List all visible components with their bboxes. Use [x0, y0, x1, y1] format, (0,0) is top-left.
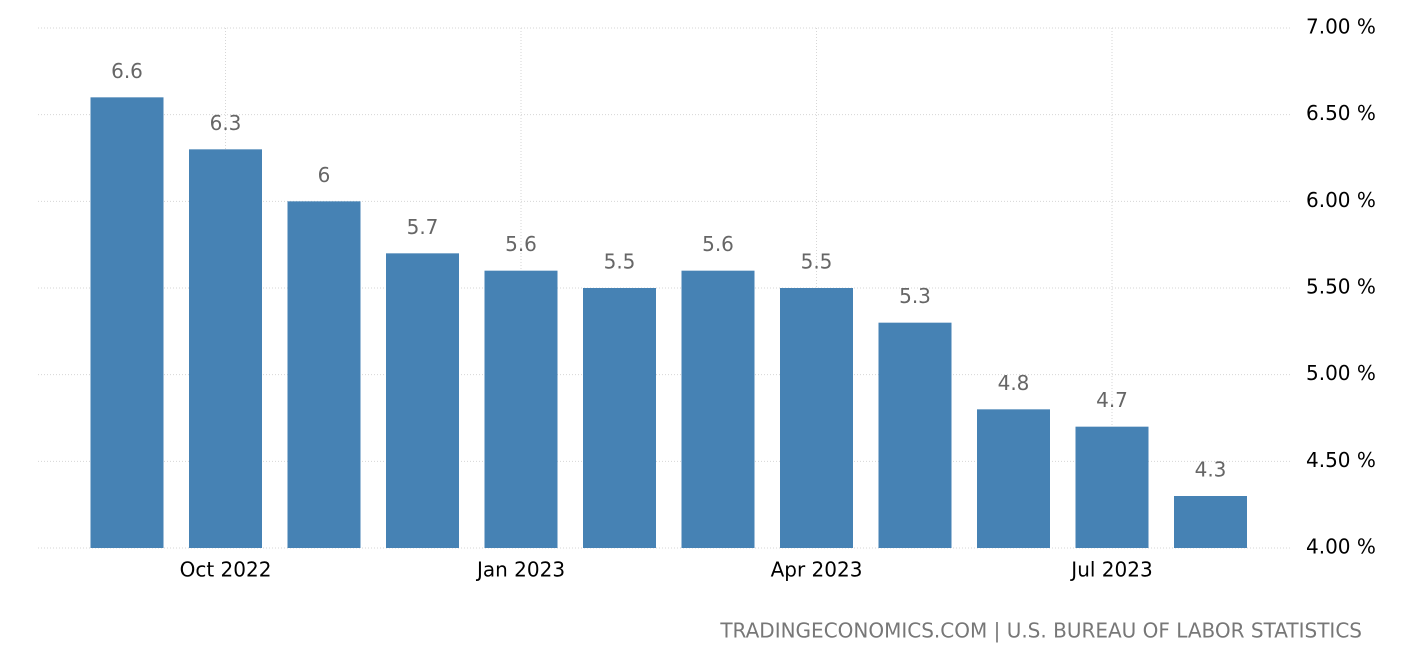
bar — [1174, 496, 1247, 548]
bar — [977, 409, 1050, 548]
bar — [878, 322, 952, 548]
y-tick-label: 4.50 % — [1306, 448, 1376, 472]
data-label: 5.6 — [702, 232, 734, 256]
data-label: 6 — [318, 163, 331, 187]
y-tick-label: 7.00 % — [1306, 15, 1376, 39]
bar — [484, 270, 558, 548]
x-tick-label: Apr 2023 — [771, 558, 863, 582]
data-label: 5.7 — [407, 215, 439, 239]
y-tick-label: 5.00 % — [1306, 361, 1376, 385]
y-tick-label: 4.00 % — [1306, 535, 1376, 559]
source-note: TRADINGECONOMICS.COM | U.S. BUREAU OF LA… — [719, 619, 1362, 643]
data-label: 5.5 — [604, 250, 636, 274]
data-label: 4.7 — [1096, 388, 1128, 412]
bar — [287, 201, 361, 549]
bar — [780, 288, 853, 548]
data-label: 5.6 — [505, 232, 537, 256]
y-tick-label: 6.50 % — [1306, 101, 1376, 125]
bar — [189, 149, 262, 549]
data-label: 4.3 — [1195, 458, 1227, 482]
x-tick-label: Jan 2023 — [475, 558, 565, 582]
x-tick-label: Oct 2022 — [180, 558, 272, 582]
y-tick-label: 5.50 % — [1306, 275, 1376, 299]
bar — [386, 253, 459, 549]
bar — [583, 288, 656, 548]
bar — [681, 270, 755, 548]
data-label: 5.5 — [801, 250, 833, 274]
data-label: 6.6 — [111, 59, 143, 83]
data-label: 4.8 — [998, 371, 1030, 395]
y-tick-label: 6.00 % — [1306, 188, 1376, 212]
bar — [90, 97, 164, 548]
data-label: 6.3 — [210, 111, 242, 135]
x-tick-label: Jul 2023 — [1069, 558, 1152, 582]
data-label: 5.3 — [899, 284, 931, 308]
bar — [1075, 426, 1149, 548]
